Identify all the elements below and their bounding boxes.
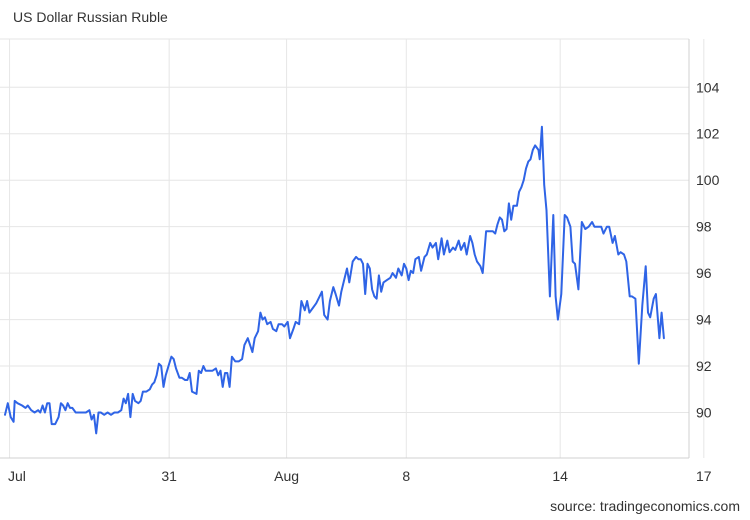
x-tick-label-17: 17 <box>696 468 712 484</box>
y-tick-label-104: 104 <box>696 79 720 95</box>
y-axis-ticks: 90 92 94 96 98 100 102 104 <box>696 79 720 420</box>
x-tick-label-Jul: Jul <box>8 468 26 484</box>
y-tick-label-92: 92 <box>696 358 712 374</box>
y-tick-label-100: 100 <box>696 172 720 188</box>
x-tick-label-Aug: Aug <box>274 468 299 484</box>
y-tick-label-102: 102 <box>696 126 720 142</box>
grid-lines <box>0 39 705 458</box>
axes <box>0 38 690 459</box>
y-tick-label-94: 94 <box>696 312 712 328</box>
series-layer <box>4 125 665 435</box>
x-axis-ticks: Jul 31 Aug 8 14 17 <box>8 468 712 484</box>
y-tick-label-96: 96 <box>696 265 712 281</box>
x-tick-label-8: 8 <box>402 468 410 484</box>
x-tick-label-31: 31 <box>161 468 177 484</box>
x-tick-label-14: 14 <box>552 468 568 484</box>
y-tick-label-98: 98 <box>696 219 712 235</box>
series-line-0 <box>4 125 665 435</box>
y-tick-label-90: 90 <box>696 405 712 421</box>
source-credit: source: tradingeconomics.com <box>550 498 740 514</box>
chart-title: US Dollar Russian Ruble <box>13 9 168 25</box>
